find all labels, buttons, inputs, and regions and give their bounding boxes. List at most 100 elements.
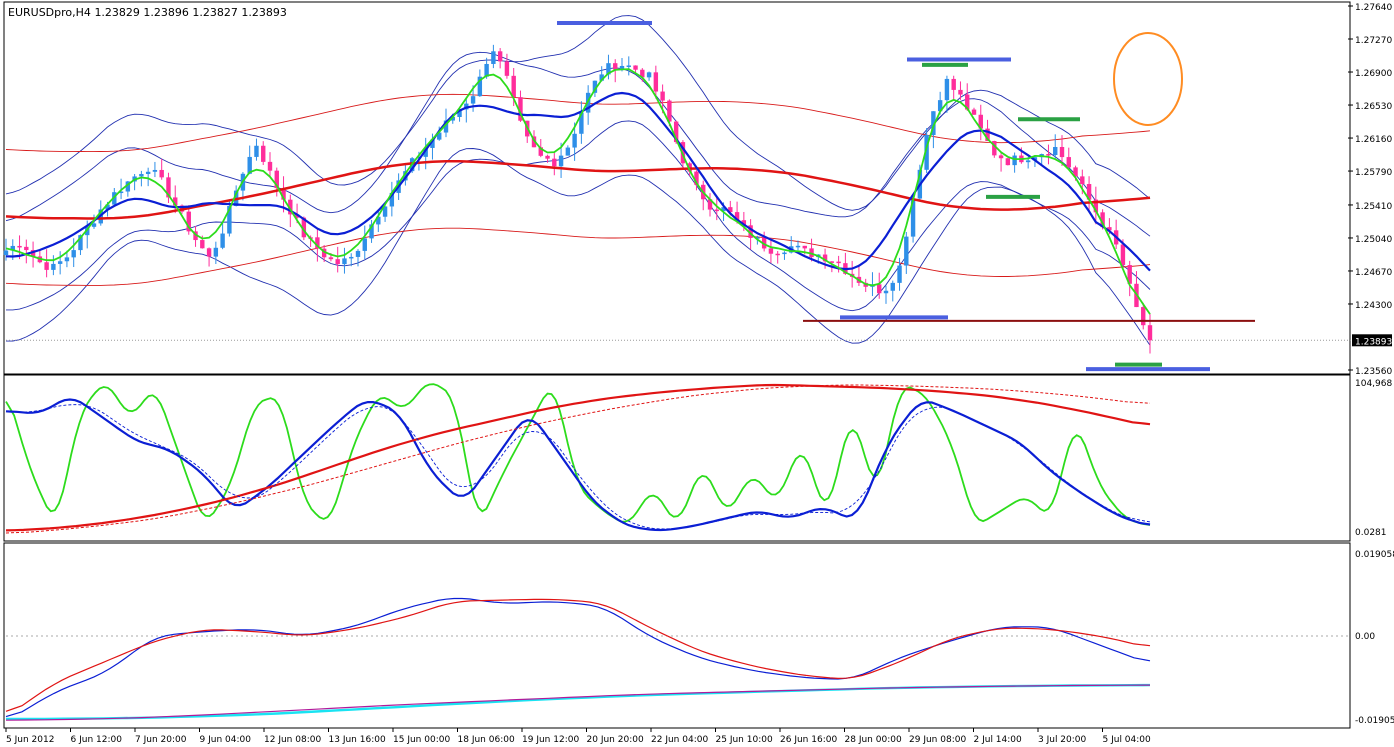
time-axis-tick-label: 12 Jun 08:00	[264, 735, 321, 745]
highlight-ellipse[interactable]	[1113, 32, 1183, 126]
candle	[1066, 147, 1071, 168]
candle	[57, 251, 63, 275]
current-price-badge	[1352, 334, 1392, 347]
time-axis-tick-label: 26 Jun 16:00	[780, 735, 837, 745]
candle	[227, 200, 232, 237]
candle	[558, 142, 564, 178]
candle	[707, 193, 713, 217]
candle	[1086, 176, 1092, 210]
candle	[897, 257, 902, 291]
price-panel[interactable]	[3, 1, 1351, 375]
symbol-label: EURUSDpro	[8, 6, 72, 19]
momentum-blue-line	[5, 597, 1151, 718]
lower-envelope	[5, 227, 1151, 286]
price-axis-tick-label: 1.26530	[1355, 102, 1392, 112]
candle	[342, 247, 347, 274]
candle	[437, 126, 442, 141]
candle	[944, 75, 950, 113]
momentum-axis-tick-label: 0.00	[1355, 632, 1375, 642]
candle	[978, 104, 983, 141]
candle	[1053, 134, 1058, 160]
green-moving-average	[5, 68, 1151, 315]
price-axis-tick-label: 1.25790	[1355, 168, 1392, 178]
candle	[491, 44, 496, 69]
annotations-layer	[6, 20, 1351, 372]
time-axis-tick-label: 28 Jun 00:00	[845, 735, 902, 745]
candle	[904, 231, 909, 274]
price-axis-tick-label: 1.24670	[1355, 268, 1392, 278]
candles-layer	[3, 44, 1153, 354]
candle	[261, 141, 266, 165]
oscillator-blue-signal	[13, 404, 1151, 530]
candle	[606, 54, 611, 80]
price-axis-tick-label: 1.26900	[1355, 69, 1392, 79]
candle	[376, 209, 381, 233]
candle	[1141, 302, 1146, 330]
time-axis-tick-label: 3 Jul 20:00	[1038, 735, 1087, 745]
candle	[51, 255, 56, 276]
momentum-red-line	[5, 598, 1151, 712]
upper-band-outer	[5, 15, 1151, 211]
candle	[152, 161, 158, 178]
momentum-axis-tick-label: -0.01905	[1355, 716, 1394, 726]
candle	[193, 225, 198, 247]
momentum-axis-tick-label: 0.019058	[1355, 550, 1394, 560]
candle	[166, 172, 171, 204]
candle	[1012, 152, 1017, 173]
red-moving-average	[5, 159, 1151, 220]
oscillator-axis-tick-label: 0.0281	[1355, 528, 1387, 538]
candle	[281, 176, 286, 213]
candle	[998, 151, 1004, 172]
chart-title: EURUSDpro,H4 1.23829 1.23896 1.23827 1.2…	[8, 6, 287, 19]
candle	[355, 249, 361, 267]
candle	[504, 53, 510, 79]
candle	[145, 167, 151, 187]
candle	[795, 240, 801, 251]
candle	[775, 251, 780, 264]
momentum-layer	[5, 597, 1351, 721]
blue-moving-average	[5, 91, 1151, 272]
candle	[965, 83, 970, 111]
time-axis-tick-label: 6 Jun 12:00	[71, 735, 123, 745]
oscillator-red-dashed-line	[5, 384, 1151, 534]
candle	[971, 107, 977, 115]
candle	[1046, 144, 1051, 165]
candle	[213, 241, 219, 265]
candle	[64, 250, 70, 268]
candle	[477, 69, 483, 97]
momentum-panel[interactable]	[3, 542, 1351, 729]
ohlc-readout: 1.23829 1.23896 1.23827 1.23893	[94, 6, 286, 19]
time-axis-tick-label: 29 Jun 08:00	[909, 735, 966, 745]
candle	[836, 255, 841, 273]
candle	[186, 205, 191, 235]
candle	[768, 238, 774, 263]
candle	[951, 75, 956, 100]
oscillator-panel[interactable]	[3, 374, 1351, 542]
candle	[552, 152, 557, 176]
candle	[883, 285, 889, 304]
candle	[890, 280, 895, 302]
oscillator-red-line	[5, 383, 1151, 532]
candle	[640, 68, 645, 82]
oscillator-layer	[5, 383, 1151, 534]
price-axis-tick-label: 1.23560	[1355, 367, 1392, 377]
candle	[1005, 158, 1011, 166]
candle	[369, 219, 374, 243]
candle	[545, 154, 550, 163]
candle	[389, 181, 395, 217]
momentum-magenta-line	[5, 684, 1151, 721]
candle	[321, 244, 327, 263]
candle	[714, 197, 719, 221]
price-axis-tick-label: 1.27640	[1355, 3, 1392, 13]
price-axis-tick-label: 1.25410	[1355, 202, 1392, 212]
candle	[159, 158, 164, 180]
candle	[877, 272, 882, 299]
candle	[71, 238, 76, 268]
axes-layer: 1.27640 1.27270 1.26900 1.26530 1.26160 1.257…	[5, 3, 1394, 745]
candle	[497, 48, 503, 69]
time-axis-tick-label: 5 Jun 2012	[6, 735, 54, 745]
candle	[1127, 260, 1132, 297]
candle	[254, 138, 259, 161]
candle	[173, 185, 178, 214]
